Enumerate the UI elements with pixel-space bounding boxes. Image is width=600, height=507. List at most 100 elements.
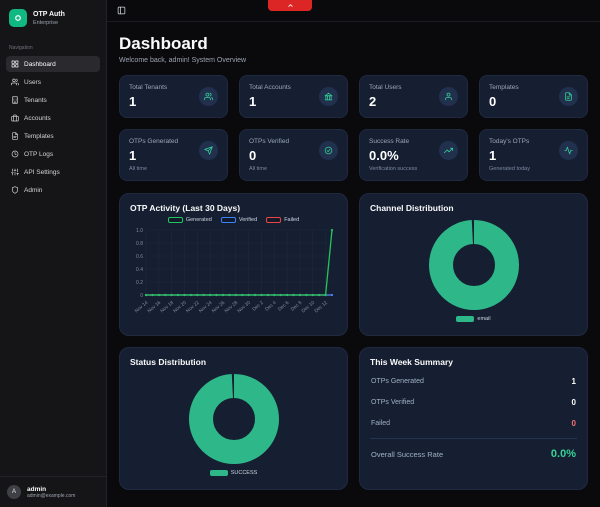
channel-distribution-title: Channel Distribution — [370, 203, 454, 213]
summary-row-value: 0 — [571, 419, 576, 428]
sidebar-item-label: OTP Logs — [24, 150, 54, 158]
summary-row-label: OTPs Generated — [371, 378, 424, 385]
stat-value: 1 — [249, 94, 257, 109]
week-summary-title: This Week Summary — [370, 357, 453, 367]
stat-icon-bubble — [319, 87, 338, 106]
stat-card-otps-verified: OTPs Verified 0 All time — [239, 129, 348, 181]
svg-text:Nov 18: Nov 18 — [159, 300, 175, 315]
channel-distribution-chart — [428, 220, 519, 310]
legend-item-success[interactable]: SUCCESS — [209, 470, 257, 476]
app-logo — [9, 9, 27, 27]
svg-text:Nov 30: Nov 30 — [236, 300, 252, 315]
stat-icon-bubble — [559, 87, 578, 106]
sliders-icon — [11, 168, 19, 176]
stat-label: Total Accounts — [249, 84, 291, 91]
status-distribution-title: Status Distribution — [130, 357, 207, 367]
stat-card-total-tenants: Total Tenants 1 — [119, 75, 228, 118]
svg-text:Nov 26: Nov 26 — [211, 300, 227, 315]
svg-text:Nov 14: Nov 14 — [134, 300, 150, 315]
stat-icon-bubble — [439, 87, 458, 106]
building-icon — [12, 96, 18, 104]
stat-card-total-users: Total Users 2 — [359, 75, 468, 118]
bottom-row: Status Distribution SUCCESS This Week Su… — [119, 347, 588, 490]
status-distribution-chart — [188, 374, 279, 464]
svg-text:0: 0 — [140, 293, 143, 299]
user-name: admin — [27, 485, 47, 493]
week-summary-panel: This Week Summary OTPs Generated 1 OTPs Ve… — [359, 347, 588, 490]
svg-text:Nov 16: Nov 16 — [147, 300, 163, 315]
sidebar: OTP Auth Enterprise Navigation Dashboard… — [0, 0, 107, 507]
stat-value: 1 — [129, 94, 137, 109]
stat-icon-bubble — [559, 141, 578, 160]
legend-swatch — [167, 217, 183, 223]
stat-label: Total Users — [369, 84, 402, 91]
otp-activity-legend: Generated Verified Failed — [130, 217, 337, 223]
legend-item-failed[interactable]: Failed — [266, 217, 299, 223]
stat-label: Templates — [489, 84, 519, 91]
charts-row: OTP Activity (Last 30 Days) Generated Ver… — [119, 193, 588, 336]
history-icon — [11, 150, 19, 158]
legend-swatch — [209, 470, 228, 476]
panel-left-icon — [117, 6, 126, 15]
sidebar-item-otp-logs[interactable]: OTP Logs — [6, 146, 100, 162]
summary-row-label: OTPs Verified — [371, 399, 415, 406]
legend-label: Failed — [284, 217, 300, 223]
sidebar-item-dashboard[interactable]: Dashboard — [6, 56, 100, 72]
legend-label: email — [477, 316, 491, 322]
file-text-icon — [12, 132, 18, 140]
stat-icon-bubble — [439, 141, 458, 160]
stat-card-otps-generated: OTPs Generated 1 All time — [119, 129, 228, 181]
otp-activity-title: OTP Activity (Last 30 Days) — [130, 203, 241, 213]
bank-icon — [324, 92, 333, 101]
stat-icon-bubble — [319, 141, 338, 160]
activity-icon — [564, 146, 573, 155]
week-summary-rows: OTPs Generated 1 OTPs Verified 0 Failed 0 — [370, 371, 577, 434]
sidebar-item-admin[interactable]: Admin — [6, 182, 100, 198]
sidebar-item-label: Templates — [24, 132, 54, 140]
sidebar-item-label: Accounts — [24, 114, 51, 122]
stat-sublabel: All time — [249, 166, 268, 172]
stat-value: 0 — [249, 148, 257, 163]
send-icon — [204, 146, 213, 155]
svg-text:Dec 2: Dec 2 — [251, 300, 265, 313]
user-menu[interactable]: A admin admin@example.com — [0, 476, 106, 507]
legend-item-generated[interactable]: Generated — [167, 217, 212, 223]
otp-activity-panel: OTP Activity (Last 30 Days) Generated Ver… — [119, 193, 348, 336]
summary-row-failed: Failed 0 — [370, 413, 577, 434]
ring-icon — [15, 15, 21, 21]
sidebar-item-accounts[interactable]: Accounts — [6, 110, 100, 126]
page-title: Dashboard — [119, 34, 208, 53]
sidebar-item-api-settings[interactable]: API Settings — [6, 164, 100, 180]
summary-row-otps-generated: OTPs Generated 1 — [370, 371, 577, 392]
summary-row-otps-verified: OTPs Verified 0 — [370, 392, 577, 413]
svg-text:Nov 28: Nov 28 — [224, 300, 240, 315]
status-distribution-panel: Status Distribution SUCCESS — [119, 347, 348, 490]
svg-text:1.0: 1.0 — [136, 228, 143, 234]
divider — [370, 438, 577, 439]
briefcase-icon — [11, 114, 19, 122]
brand-plan: Enterprise — [33, 19, 59, 26]
stat-label: Total Tenants — [129, 84, 168, 91]
overall-success-row: Overall Success Rate 0.0% — [370, 441, 577, 467]
sidebar-item-label: API Settings — [24, 168, 60, 176]
legend-item-verified[interactable]: Verified — [220, 217, 257, 223]
sidebar-item-users[interactable]: Users — [6, 74, 100, 90]
notification-notch[interactable] — [268, 0, 312, 11]
stat-label: OTPs Generated — [129, 138, 179, 145]
summary-row-label: Failed — [371, 420, 391, 427]
legend-item-email[interactable]: email — [456, 316, 491, 322]
topbar — [107, 0, 600, 22]
shield-icon — [12, 186, 18, 194]
sidebar-item-templates[interactable]: Templates — [6, 128, 100, 144]
sidebar-toggle-button[interactable] — [115, 4, 128, 17]
chevron-up-icon — [287, 4, 293, 7]
trending-up-icon — [444, 147, 453, 154]
stat-label: Success Rate — [369, 138, 410, 145]
channel-distribution-panel: Channel Distribution email — [359, 193, 588, 336]
dashboard-icon — [11, 60, 19, 68]
svg-text:Nov 20: Nov 20 — [172, 300, 188, 315]
stat-icon-bubble — [199, 141, 218, 160]
legend-swatch — [456, 316, 475, 322]
svg-text:0.6: 0.6 — [136, 254, 143, 260]
sidebar-item-tenants[interactable]: Tenants — [6, 92, 100, 108]
